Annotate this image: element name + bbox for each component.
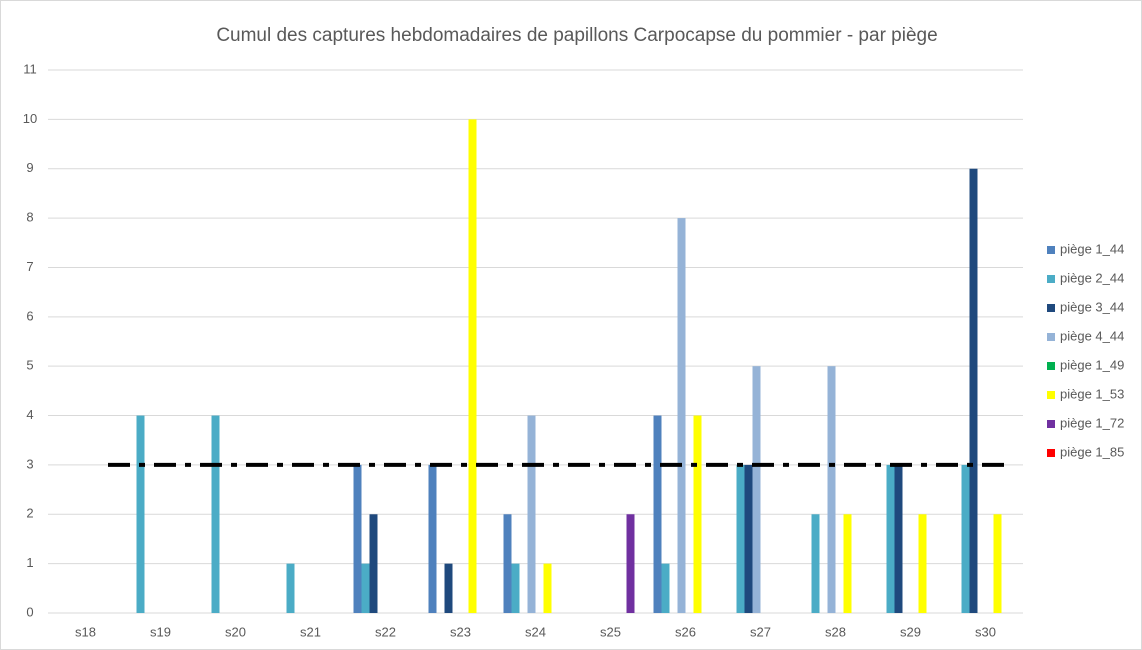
y-tick-label: 10 (23, 111, 37, 126)
y-tick-label: 9 (26, 160, 33, 175)
legend-swatch (1047, 391, 1055, 399)
x-tick-label: s26 (675, 624, 696, 639)
legend-label: piège 1_85 (1060, 444, 1124, 459)
x-tick-label: s22 (375, 624, 396, 639)
bar (827, 366, 836, 613)
x-tick-label: s30 (975, 624, 996, 639)
chart-title: Cumul des captures hebdomadaires de papi… (216, 25, 937, 46)
bar (211, 415, 220, 613)
bar (361, 563, 370, 613)
bar (969, 168, 978, 613)
y-tick-label: 2 (26, 506, 33, 521)
bar (286, 563, 295, 613)
x-tick-label: s21 (300, 624, 321, 639)
legend-swatch (1047, 362, 1055, 370)
y-tick-label: 5 (26, 358, 33, 373)
y-tick-label: 8 (26, 210, 33, 225)
legend-label: piège 3_44 (1060, 299, 1124, 314)
bar (661, 563, 670, 613)
legend-swatch (1047, 420, 1055, 428)
y-tick-label: 6 (26, 308, 33, 323)
x-tick-label: s28 (825, 624, 846, 639)
bar (693, 415, 702, 613)
y-tick-label: 1 (26, 555, 33, 570)
legend-label: piège 1_49 (1060, 357, 1124, 372)
y-tick-label: 3 (26, 456, 33, 471)
bar (444, 563, 453, 613)
x-tick-label: s20 (225, 624, 246, 639)
bar (886, 464, 895, 613)
legend-swatch (1047, 449, 1055, 457)
x-tick-label: s29 (900, 624, 921, 639)
bar (736, 464, 745, 613)
bar (961, 464, 970, 613)
bar (993, 514, 1002, 613)
bar (677, 218, 686, 613)
bar (744, 464, 753, 613)
bar (353, 464, 362, 613)
bar (527, 415, 536, 613)
bar (369, 514, 378, 613)
x-tick-label: s19 (150, 624, 171, 639)
x-tick-label: s24 (525, 624, 546, 639)
bar (136, 415, 145, 613)
y-tick-label: 7 (26, 259, 33, 274)
bar (918, 514, 927, 613)
bar (626, 514, 635, 613)
legend-swatch (1047, 246, 1055, 254)
bar (543, 563, 552, 613)
x-tick-label: s18 (75, 624, 96, 639)
legend-swatch (1047, 275, 1055, 283)
y-tick-label: 4 (26, 407, 33, 422)
legend-label: piège 1_53 (1060, 386, 1124, 401)
legend-label: piège 1_72 (1060, 415, 1124, 430)
bar (503, 514, 512, 613)
y-tick-label: 0 (26, 604, 33, 619)
y-tick-label: 11 (23, 61, 37, 76)
bar (894, 464, 903, 613)
bar (843, 514, 852, 613)
legend-label: piège 2_44 (1060, 270, 1124, 285)
x-tick-label: s23 (450, 624, 471, 639)
legend-label: piège 4_44 (1060, 328, 1124, 343)
x-tick-label: s25 (600, 624, 621, 639)
legend-swatch (1047, 333, 1055, 341)
bar (468, 119, 477, 613)
bar (653, 415, 662, 613)
legend-label: piège 1_44 (1060, 241, 1124, 256)
bar (811, 514, 820, 613)
legend-swatch (1047, 304, 1055, 312)
x-tick-label: s27 (750, 624, 771, 639)
bar (752, 366, 761, 613)
bar (428, 464, 437, 613)
bar (511, 563, 520, 613)
